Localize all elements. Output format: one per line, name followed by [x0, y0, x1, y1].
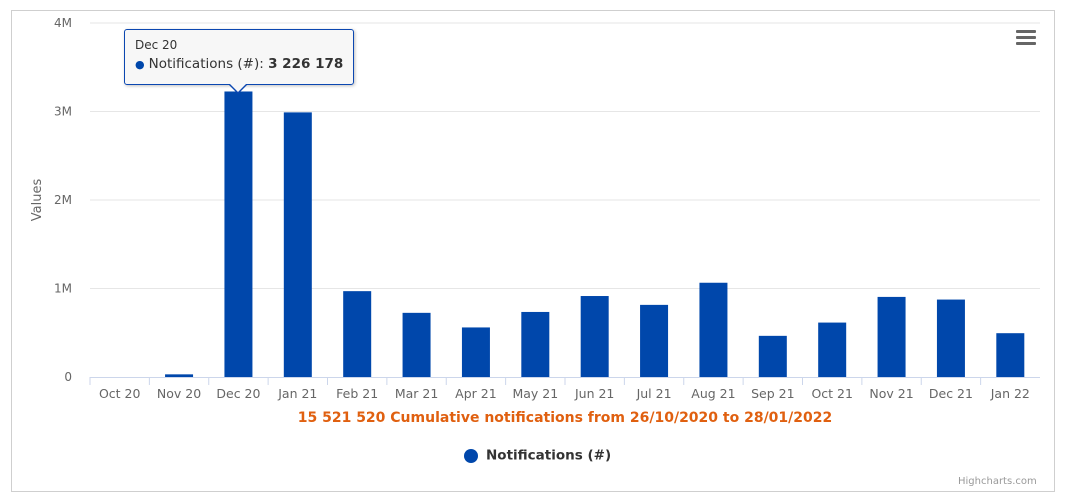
x-axis-ticks: Oct 20 Nov 20 Dec 20 Jan 21 Feb 21 Mar 21 Apr … [89, 377, 1030, 401]
x-tick-label: Jan 21 [277, 386, 317, 401]
x-tick-label: Mar 21 [395, 386, 438, 401]
x-tick-label: Apr 21 [455, 386, 497, 401]
y-axis-title: Values [30, 179, 45, 222]
tooltip: Dec 20 ● Notifications (#): 3 226 178 [124, 29, 354, 94]
y-tick-label: 0 [64, 370, 72, 384]
x-tick-label: Aug 21 [691, 386, 735, 401]
credits-link[interactable]: Highcharts.com [958, 476, 1037, 487]
bar-nov-21[interactable] [877, 296, 906, 377]
y-tick-label: 4M [54, 16, 72, 30]
x-axis-title: 15 521 520 Cumulative notifications from… [298, 410, 833, 426]
bar-dec-21[interactable] [936, 299, 965, 377]
x-tick-label: Oct 20 [99, 386, 141, 401]
y-tick-label: 1M [54, 282, 72, 296]
bar-feb-21[interactable] [343, 291, 372, 377]
tooltip-header: Dec 20 [135, 38, 178, 52]
bar-jan-22[interactable] [996, 333, 1025, 377]
bar-aug-21[interactable] [699, 282, 728, 377]
x-tick-label: May 21 [512, 386, 558, 401]
x-tick-label: Nov 20 [157, 386, 201, 401]
bar-jun-21[interactable] [580, 296, 609, 377]
legend-label: Notifications (#) [486, 447, 612, 464]
tooltip-value: 3 226 178 [268, 56, 344, 72]
tooltip-line: ● Notifications (#): 3 226 178 [135, 56, 343, 72]
x-tick-label: Dec 21 [929, 386, 973, 401]
x-tick-label: Jan 22 [990, 386, 1030, 401]
bars [165, 91, 1025, 377]
x-tick-label: Jun 21 [574, 386, 614, 401]
y-tick-label: 2M [54, 193, 72, 207]
legend-item-notifications[interactable]: Notifications (#) [464, 445, 611, 465]
bar-oct-21[interactable] [818, 322, 847, 377]
x-tick-label: Oct 21 [811, 386, 853, 401]
x-tick-label: Nov 21 [869, 386, 913, 401]
legend-symbol-icon [464, 448, 478, 463]
x-tick-label: Dec 20 [216, 386, 260, 401]
y-axis-ticks: 0 1M 2M 3M 4M [54, 16, 72, 384]
chart-menu-button[interactable] [1014, 27, 1038, 49]
bar-jul-21[interactable] [640, 304, 669, 377]
tooltip-series-label: Notifications (#): [148, 56, 264, 72]
bar-jan-21[interactable] [283, 112, 312, 377]
x-tick-label: Jul 21 [636, 386, 672, 401]
bar-apr-21[interactable] [461, 327, 490, 377]
hamburger-menu-icon [1016, 30, 1036, 33]
bar-may-21[interactable] [521, 311, 550, 377]
y-tick-label: 3M [54, 105, 72, 119]
bar-mar-21[interactable] [402, 312, 431, 377]
bar-dec-20[interactable] [224, 91, 253, 377]
series-dot-icon: ● [135, 58, 145, 71]
chart-container [11, 10, 1055, 492]
x-tick-label: Sep 21 [751, 386, 794, 401]
x-tick-label: Feb 21 [336, 386, 378, 401]
bar-sep-21[interactable] [758, 335, 787, 377]
bar-nov-20[interactable] [165, 374, 194, 377]
